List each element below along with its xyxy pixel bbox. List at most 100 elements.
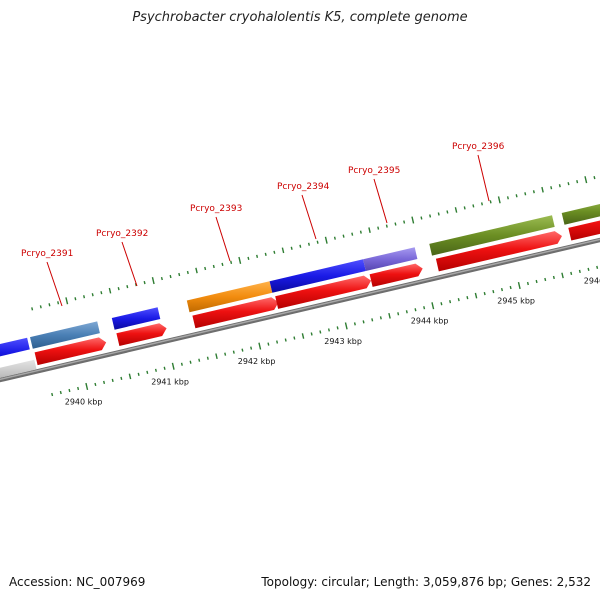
gene-feature bbox=[363, 247, 418, 271]
gene-label: Pcryo_2394 bbox=[277, 182, 330, 192]
upper-scale-tick bbox=[463, 206, 466, 210]
upper-scale-tick bbox=[368, 227, 371, 233]
upper-scale-tick bbox=[506, 196, 509, 200]
upper-scale-tick bbox=[238, 256, 242, 264]
upper-scale-tick bbox=[385, 224, 388, 228]
upper-scale-tick bbox=[230, 260, 233, 265]
lower-scale-tick bbox=[94, 382, 97, 387]
lower-scale-tick bbox=[146, 370, 149, 374]
cds-arrow bbox=[369, 263, 423, 287]
lower-scale-tick bbox=[431, 302, 435, 310]
gene-leader-line bbox=[301, 194, 317, 240]
lower-scale-tick bbox=[137, 372, 140, 376]
upper-scale-tick bbox=[48, 303, 51, 307]
lower-scale-tick bbox=[587, 267, 590, 272]
upper-scale-tick bbox=[256, 254, 259, 258]
gene-feature bbox=[429, 215, 555, 256]
upper-scale-tick bbox=[65, 297, 69, 305]
lower-scale-tick bbox=[457, 298, 460, 302]
upper-scale-tick bbox=[576, 180, 579, 184]
gene-leader-line bbox=[46, 261, 63, 307]
lower-scale-tick bbox=[535, 279, 538, 284]
upper-scale-tick bbox=[108, 287, 112, 294]
lower-scale-tick bbox=[206, 356, 209, 360]
kbp-label: 2941 kbp bbox=[151, 377, 189, 386]
upper-scale-tick bbox=[541, 186, 544, 193]
upper-scale-tick bbox=[100, 291, 103, 295]
lower-scale-tick bbox=[379, 316, 382, 320]
upper-scale-tick bbox=[204, 266, 207, 271]
genome-backbone-highlight bbox=[0, 238, 600, 381]
upper-scale-tick bbox=[446, 210, 449, 214]
upper-scale-tick bbox=[143, 280, 146, 285]
lower-scale-tick bbox=[77, 386, 80, 391]
upper-scale-tick bbox=[117, 287, 120, 291]
upper-scale-tick bbox=[437, 212, 440, 216]
lower-scale-tick bbox=[85, 382, 89, 391]
gene-leader-line bbox=[121, 241, 138, 287]
lower-scale-tick bbox=[180, 362, 183, 366]
kbp-label: 2940 kbp bbox=[65, 397, 103, 406]
lower-scale-tick bbox=[561, 272, 564, 279]
upper-scale-tick bbox=[126, 285, 129, 289]
lower-scale-tick bbox=[59, 390, 62, 395]
lower-scale-tick bbox=[224, 352, 227, 356]
kbp-label: 2944 kbp bbox=[411, 317, 449, 326]
gene-feature bbox=[0, 337, 30, 357]
upper-scale-tick bbox=[480, 202, 484, 206]
upper-scale-tick bbox=[195, 267, 198, 274]
upper-scale-tick bbox=[160, 276, 163, 281]
lower-scale-tick bbox=[344, 322, 348, 330]
upper-scale-tick bbox=[264, 252, 267, 256]
lower-scale-tick bbox=[517, 281, 521, 290]
upper-scale-tick bbox=[489, 200, 492, 204]
upper-scale-tick bbox=[351, 232, 354, 236]
cds-arrow bbox=[34, 337, 107, 366]
upper-scale-tick bbox=[558, 184, 561, 188]
gene-feature bbox=[111, 307, 161, 330]
genome-summary-text: Topology: circular; Length: 3,059,876 bp… bbox=[261, 575, 591, 589]
upper-scale-tick bbox=[359, 230, 362, 234]
upper-scale-tick bbox=[411, 216, 415, 224]
lower-scale-tick bbox=[327, 328, 330, 332]
kbp-label: 2942 kbp bbox=[238, 357, 276, 366]
lower-scale-tick bbox=[353, 322, 356, 326]
upper-scale-tick bbox=[57, 301, 60, 305]
lower-scale-tick bbox=[154, 368, 157, 372]
upper-scale-tick bbox=[290, 246, 293, 250]
gene-leader-line bbox=[215, 216, 231, 262]
lower-scale-tick bbox=[596, 265, 599, 269]
lower-scale-tick bbox=[371, 318, 374, 322]
lower-scale-tick bbox=[449, 300, 452, 304]
accession-text: Accession: NC_007969 bbox=[9, 575, 146, 589]
lower-scale-tick bbox=[310, 332, 313, 336]
gene-label: Pcryo_2395 bbox=[348, 166, 400, 176]
lower-scale-tick bbox=[483, 291, 486, 296]
lower-scale-tick bbox=[466, 296, 469, 300]
gene-leader-line bbox=[373, 178, 388, 224]
upper-scale-tick bbox=[151, 277, 155, 285]
upper-scale-tick bbox=[333, 236, 336, 240]
gene-label: Pcryo_2391 bbox=[21, 249, 73, 259]
upper-scale-tick bbox=[377, 226, 380, 230]
lower-scale-tick bbox=[362, 320, 365, 324]
gene-feature bbox=[269, 259, 366, 293]
lower-scale-tick bbox=[526, 281, 529, 286]
upper-scale-tick bbox=[169, 274, 172, 279]
lower-scale-tick bbox=[397, 312, 400, 316]
upper-scale-tick bbox=[178, 272, 181, 277]
upper-scale-tick bbox=[342, 234, 345, 238]
upper-scale-tick bbox=[420, 216, 423, 220]
lower-scale-tick bbox=[293, 336, 296, 340]
gene-label: Pcryo_2396 bbox=[452, 142, 505, 152]
lower-scale-tick bbox=[570, 271, 573, 276]
lower-scale-tick bbox=[198, 358, 201, 362]
lower-scale-tick bbox=[492, 289, 495, 294]
upper-scale-tick bbox=[39, 305, 42, 309]
lower-scale-tick bbox=[232, 350, 235, 354]
upper-scale-tick bbox=[524, 192, 527, 196]
genome-title: Psychrobacter cryohalolentis K5, complet… bbox=[132, 10, 468, 25]
cds-arrow bbox=[192, 297, 279, 329]
upper-scale-tick bbox=[221, 262, 224, 267]
